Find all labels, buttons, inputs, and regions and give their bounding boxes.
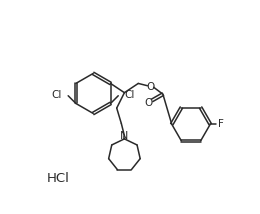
Text: HCl: HCl [47,172,70,185]
Text: Cl: Cl [52,90,62,100]
Text: Cl: Cl [124,90,135,100]
Text: O: O [144,98,152,108]
Text: F: F [218,119,224,129]
Text: O: O [146,82,155,92]
Text: N: N [120,131,129,141]
